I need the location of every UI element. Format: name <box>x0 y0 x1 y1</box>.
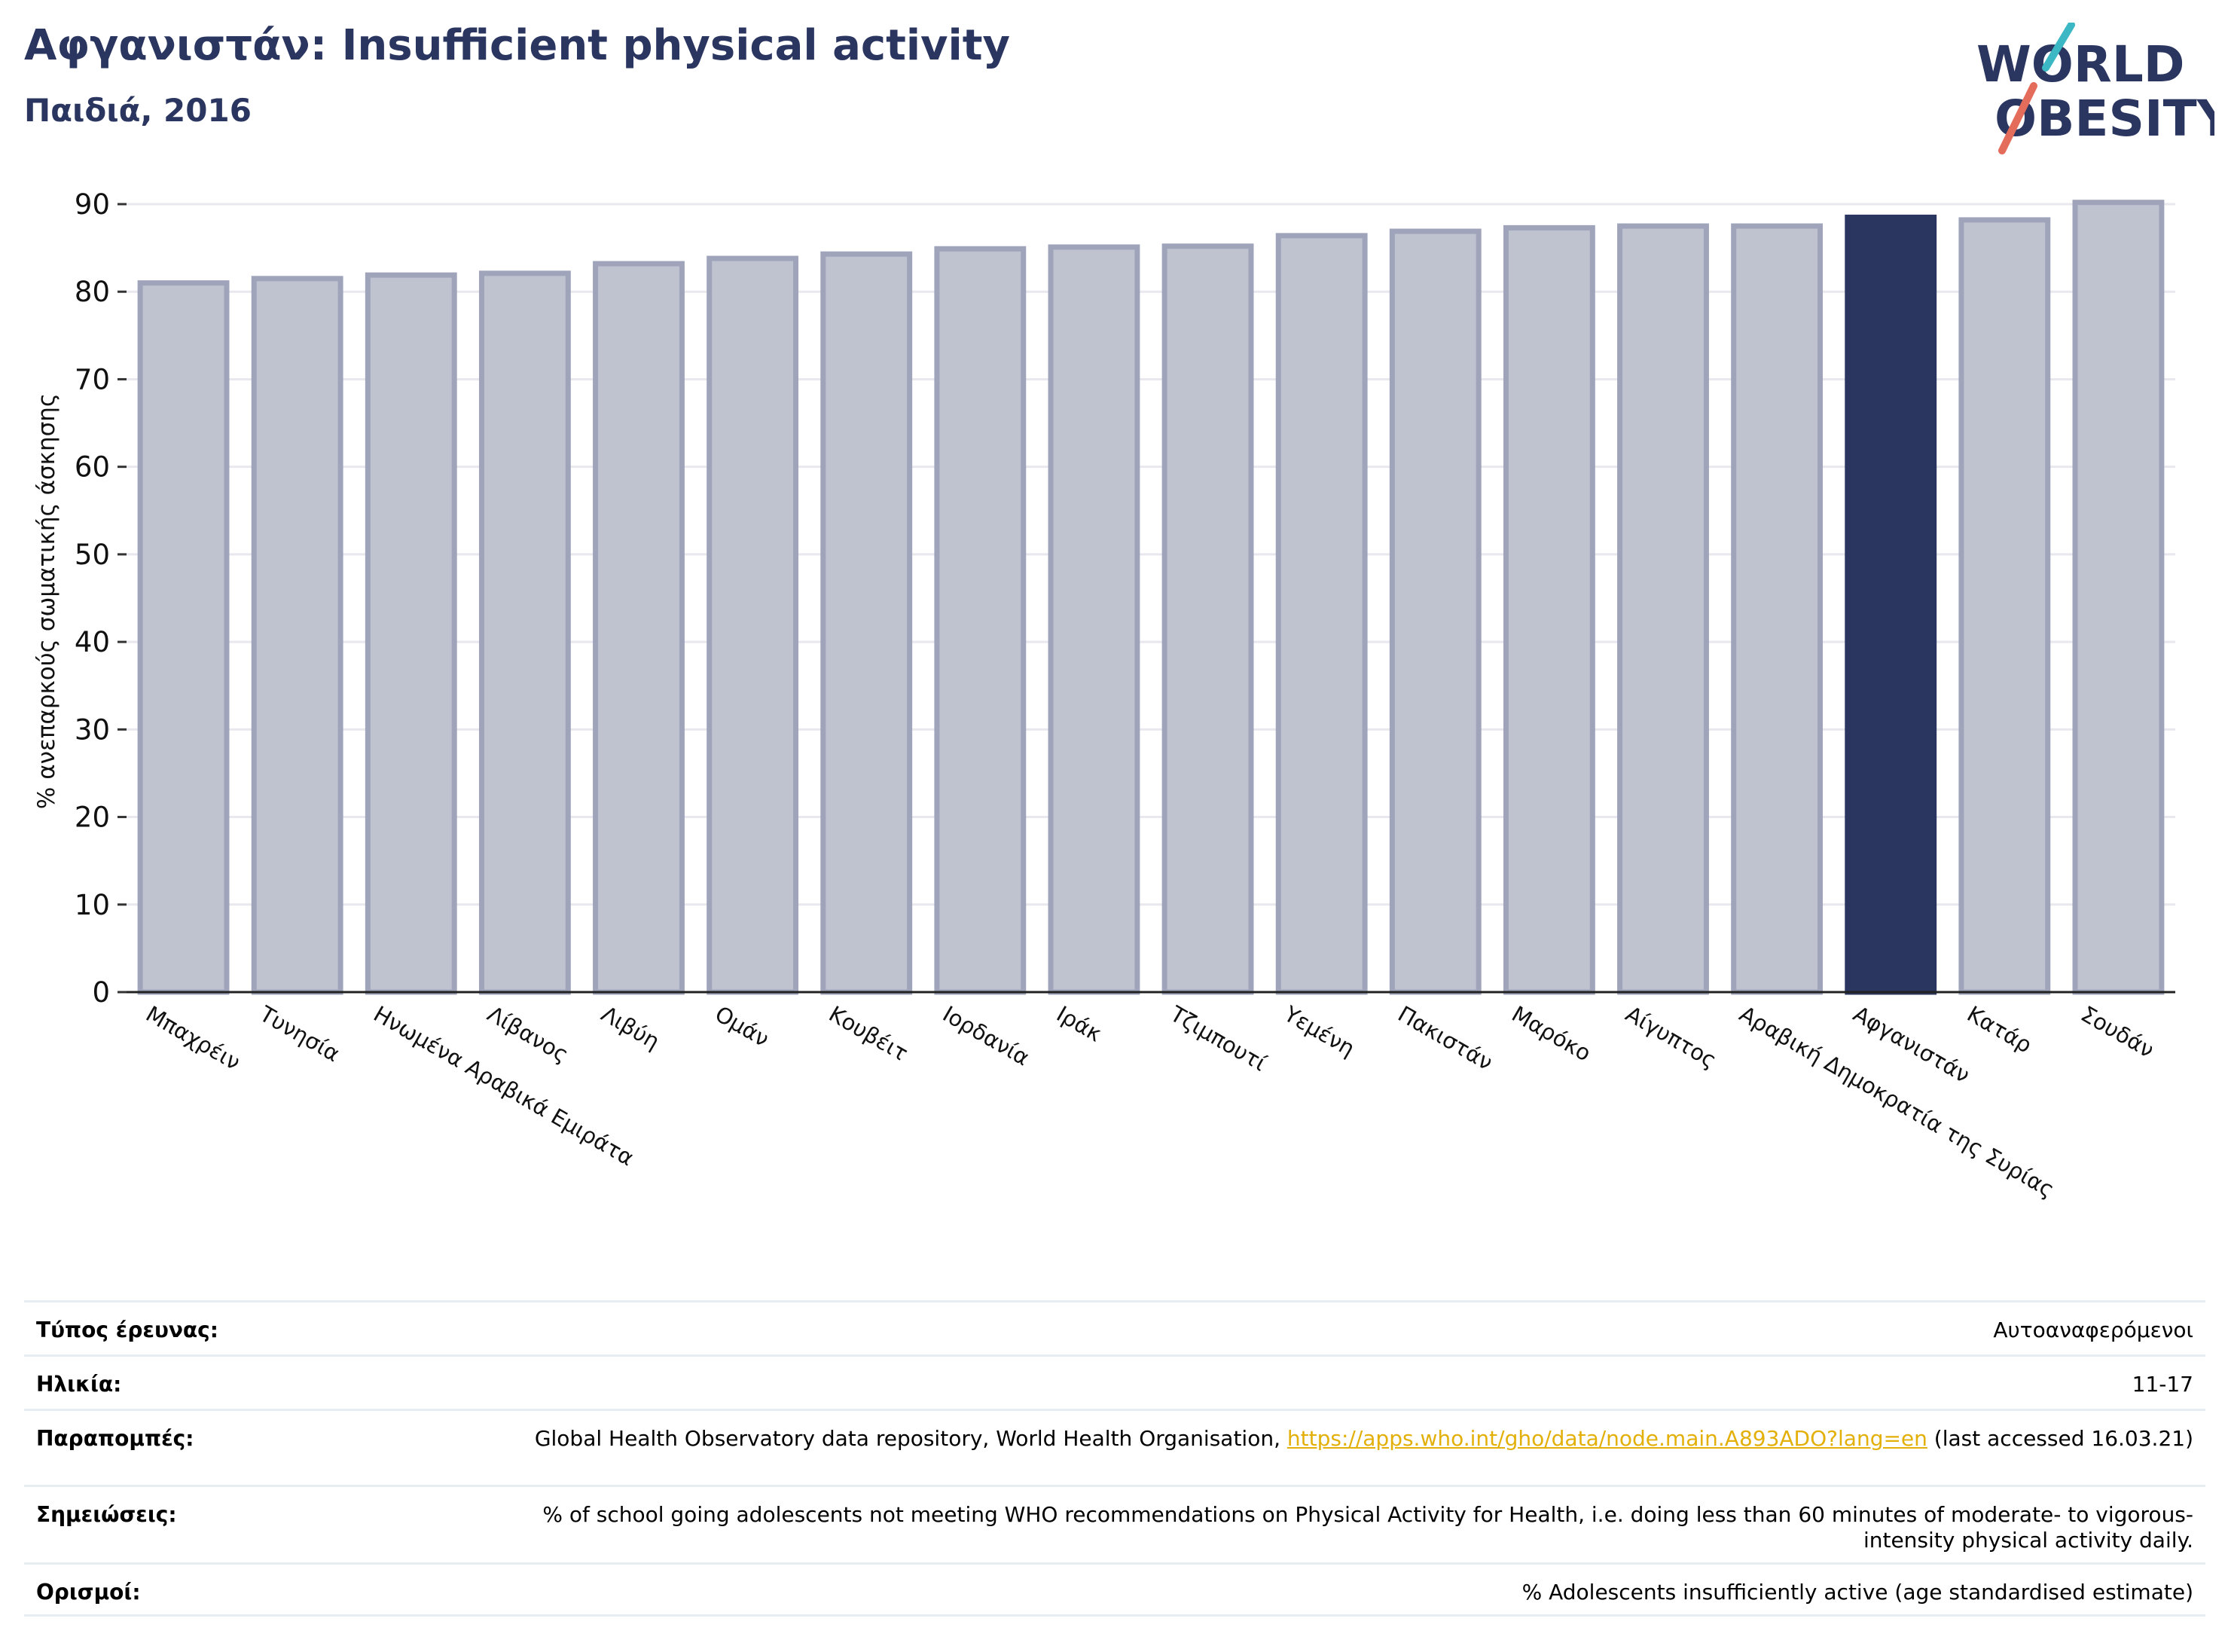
bar-5 <box>593 261 685 995</box>
bar-13 <box>1503 224 1595 995</box>
bar-8 <box>934 246 1027 995</box>
bar-6 <box>707 255 799 995</box>
y-tick-labels: 0 10 20 30 40 50 60 70 80 90 <box>75 188 127 1009</box>
info-value: % of school going adolescents not meetin… <box>542 1502 2193 1553</box>
bar-17 <box>1958 217 2051 995</box>
bar-1 <box>137 280 230 995</box>
bar-3 <box>365 272 457 995</box>
bar-12 <box>1389 228 1482 995</box>
info-row-definitions: Ορισμοί: % Adolescents insufficiently ac… <box>24 1562 2205 1617</box>
x-tick-label: Κατάρ <box>1963 1001 2037 1058</box>
y-axis-label: % ανεπαρκούς σωματικής άσκησης <box>33 393 60 809</box>
bars <box>137 200 2165 995</box>
x-tick-label: Υεμένη <box>1279 1000 1359 1061</box>
x-tick-label: Τυνησία <box>255 1000 344 1067</box>
y-tick-label: 10 <box>75 889 110 921</box>
info-value: 11-17 <box>2132 1372 2193 1397</box>
y-tick-label: 70 <box>75 363 110 395</box>
x-tick-label: Ομάν <box>711 1001 774 1052</box>
info-row-references: Παραπομπές: Global Health Observatory da… <box>24 1409 2205 1485</box>
x-tick-labels: Μπαχρέιν Τυνησία Ηνωμένα Αραβικά ΕμιράταΛί… <box>142 1000 2159 1202</box>
bar-4 <box>478 270 571 995</box>
bar-18 <box>2072 200 2165 995</box>
y-tick-label: 60 <box>75 451 110 484</box>
x-tick-label: Μπαχρέιν <box>142 1001 245 1076</box>
bar-2 <box>251 276 343 995</box>
x-tick-label: Μαρόκο <box>1507 1001 1595 1067</box>
info-value: Αυτοαναφερόμενοι <box>1993 1318 2193 1342</box>
logo-slash-teal-icon <box>2042 23 2075 72</box>
page-title: Αφγανιστάν: Insufficient physical activi… <box>24 21 1011 70</box>
bar-chart: 0 10 20 30 40 50 60 70 80 90 Μπαχρέιν Τυνησία Ηνωμέ… <box>33 188 2175 1202</box>
info-label: Παραπομπές: <box>36 1426 194 1451</box>
y-tick-label: 50 <box>75 539 110 571</box>
reference-text: Global Health Observatory data repositor… <box>534 1426 1287 1451</box>
y-tick-label: 80 <box>75 276 110 308</box>
info-value: Global Health Observatory data repositor… <box>535 1426 2193 1452</box>
info-label: Ηλικία: <box>36 1372 122 1397</box>
x-tick-label: Ιράκ <box>1052 1001 1106 1047</box>
x-tick-label: Κουβέιτ <box>825 1001 913 1067</box>
logo-slash-coral-icon <box>1998 82 2037 154</box>
x-tick-label: Τζιμπουτί <box>1165 1000 1271 1076</box>
bar-11 <box>1275 233 1368 995</box>
logo-line-1: WORLD <box>1976 35 2185 93</box>
info-row-survey-type: Τύπος έρευνας: Αυτοαναφερόμενοι <box>24 1300 2205 1354</box>
y-tick-label: 30 <box>75 713 110 746</box>
bar-15 <box>1731 223 1824 995</box>
x-tick-label: Αίγυπτος <box>1622 1001 1721 1073</box>
bar-14 <box>1617 223 1709 995</box>
y-tick-label: 20 <box>75 802 110 834</box>
world-obesity-logo: WORLD OBESITY <box>1976 23 2214 154</box>
x-tick-label: Λίβανος <box>483 1001 572 1068</box>
info-label: Ορισμοί: <box>36 1580 141 1605</box>
reference-suffix: (last accessed 16.03.21) <box>1927 1426 2193 1451</box>
reference-link[interactable]: https://apps.who.int/gho/data/node.main.… <box>1286 1426 1927 1451</box>
bar-16 <box>1845 214 1937 995</box>
info-value: % Adolescents insufficiently active (age… <box>1521 1580 2193 1605</box>
x-tick-label: Σουδάν <box>2077 1001 2159 1063</box>
info-row-age: Ηλικία: 11-17 <box>24 1354 2205 1409</box>
x-tick-label: Πακιστάν <box>1393 1001 1497 1076</box>
page-subtitle: Παιδιά, 2016 <box>24 92 252 129</box>
info-label: Σημειώσεις: <box>36 1502 177 1527</box>
y-tick-label: 40 <box>75 626 110 658</box>
x-tick-label: Ιορδανία <box>939 1001 1034 1071</box>
y-tick-label: 90 <box>75 188 110 221</box>
x-tick-label: Λιβύη <box>597 1001 664 1055</box>
info-table: Τύπος έρευνας: Αυτοαναφερόμενοι Ηλικία: … <box>24 1300 2205 1617</box>
bar-10 <box>1161 243 1254 995</box>
bar-7 <box>820 251 913 995</box>
info-row-notes: Σημειώσεις: % of school going adolescent… <box>24 1485 2205 1562</box>
bar-9 <box>1048 244 1140 995</box>
y-tick-label: 0 <box>92 976 110 1009</box>
info-label: Τύπος έρευνας: <box>36 1318 218 1342</box>
